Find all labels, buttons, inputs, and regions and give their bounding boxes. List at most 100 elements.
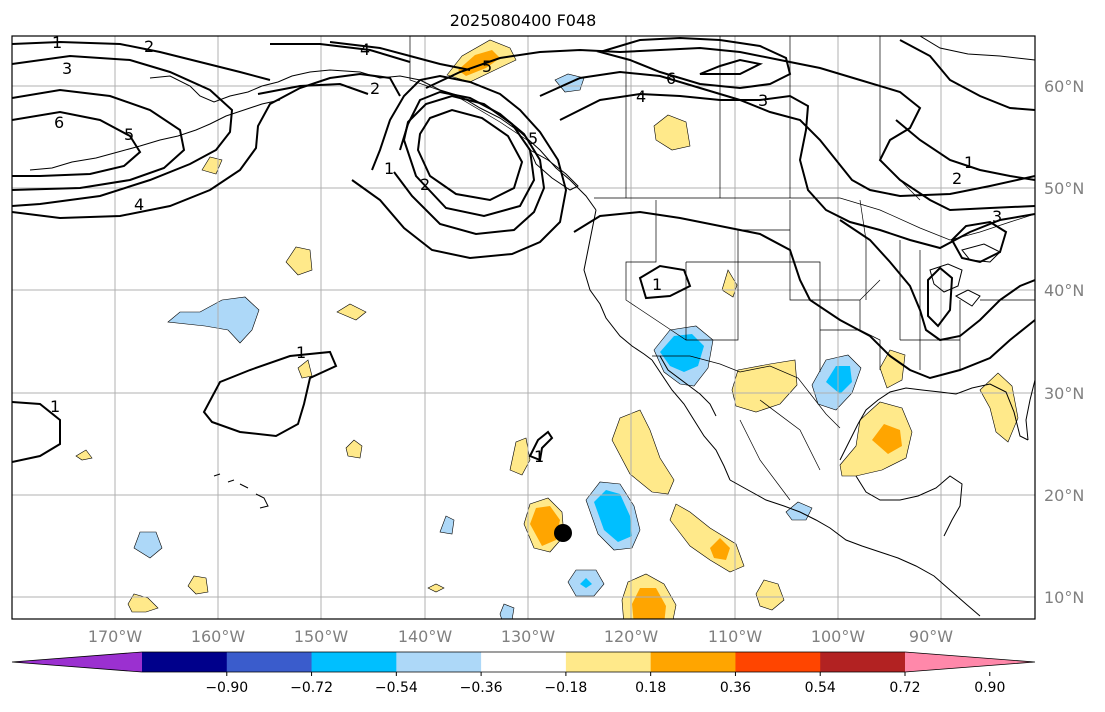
contour-label: 5 <box>124 125 134 144</box>
colorbar-segment <box>565 652 652 672</box>
contour-label: 2 <box>370 79 380 98</box>
lon-label: 90°W <box>909 627 953 646</box>
colorbar-segment <box>142 652 228 672</box>
contour-lines <box>12 36 1035 463</box>
hawaii <box>213 473 269 509</box>
shade-orange <box>710 538 730 560</box>
contour <box>12 72 401 220</box>
map-area: 1 2 3 4 5 6 5 4 1 2 5 2 6 4 3 1 2 3 1 1 … <box>12 36 1035 619</box>
colorbar-tick-label: −0.36 <box>460 680 503 696</box>
shade-lightblue <box>167 296 260 344</box>
colorbar-tick-label: −0.54 <box>375 680 418 696</box>
shade-lightblue <box>785 501 813 521</box>
shade-yellow <box>653 114 691 151</box>
contour <box>528 430 554 462</box>
yucatan-coast <box>855 475 963 537</box>
great-lakes <box>929 243 1001 307</box>
contour-label: 1 <box>384 159 394 178</box>
colorbar-tick-label: −0.90 <box>205 680 248 696</box>
figure-title: 2025080400 F048 <box>450 11 597 30</box>
contour <box>699 58 764 75</box>
contour-label: 3 <box>992 207 1002 226</box>
us-west-coast <box>583 209 653 361</box>
colorbar-tick-label: 0.36 <box>720 680 751 696</box>
lat-label: 20°N <box>1044 486 1084 505</box>
contour <box>425 46 1035 212</box>
colorbar-tick-label: −0.18 <box>544 680 587 696</box>
lon-label: 160°W <box>191 627 246 646</box>
mexico-pacific-coast <box>729 479 981 617</box>
shade-yellow <box>731 359 798 413</box>
colorbar-segment <box>735 652 821 672</box>
shade-yellow <box>201 156 223 175</box>
contour-label: 5 <box>482 57 492 76</box>
shade-yellow <box>427 583 445 593</box>
colorbar-segment <box>481 652 567 672</box>
lon-label: 110°W <box>708 627 763 646</box>
colorbar-tick-label: −0.72 <box>290 680 333 696</box>
contour <box>839 219 1035 342</box>
contour-label: 4 <box>360 40 370 59</box>
colorbar-segment <box>820 652 906 672</box>
contour <box>329 41 471 71</box>
shade-blue <box>826 366 852 394</box>
shade-orange <box>632 588 666 619</box>
shade-yellow <box>755 579 785 611</box>
us-mexico-border <box>652 355 841 429</box>
shade-orange <box>530 506 560 546</box>
lat-lon-grid <box>12 36 1035 619</box>
shade-orange <box>872 424 902 454</box>
contour-label: 2 <box>420 175 430 194</box>
shade-yellow <box>979 372 1019 443</box>
latitude-labels: 60°N 50°N 40°N 30°N 20°N 10°N <box>1044 77 1084 607</box>
colorbar-segment <box>311 652 397 672</box>
canada-province-lines <box>625 36 921 201</box>
longitude-labels: 170°W 160°W 150°W 140°W 130°W 120°W 110°… <box>88 627 953 646</box>
contour-label: 5 <box>528 129 538 148</box>
contour <box>12 54 234 207</box>
contour-label: 3 <box>62 59 72 78</box>
shade-yellow <box>285 246 313 276</box>
contour <box>950 220 1008 264</box>
contour-label: 1 <box>652 275 662 294</box>
east-coast <box>1025 379 1035 441</box>
shade-lightblue <box>439 515 455 535</box>
contour <box>12 40 271 81</box>
contour <box>402 94 536 218</box>
shade-blue <box>660 334 704 372</box>
shade-yellow <box>345 439 363 459</box>
baja-california <box>651 355 731 481</box>
colorbar-extend-high <box>905 652 1035 672</box>
lon-label: 120°W <box>604 627 659 646</box>
contour-label: 1 <box>296 343 306 362</box>
hudson-bay <box>919 36 1035 61</box>
contour <box>351 74 568 260</box>
shade-blue <box>594 490 632 542</box>
gulf-coast <box>839 383 1029 461</box>
storm-center-marker <box>554 524 572 542</box>
shade-yellow <box>127 593 159 613</box>
contour-label: 4 <box>636 87 646 106</box>
colorbar-segment <box>226 652 313 672</box>
contour <box>638 264 692 300</box>
contour <box>12 401 61 463</box>
contour <box>927 266 954 328</box>
contour <box>393 90 546 236</box>
contour-labels: 1 2 3 4 5 6 5 4 1 2 5 2 6 4 3 1 2 3 1 1 … <box>50 36 1002 466</box>
colorbar-tick-label: 0.90 <box>974 680 1005 696</box>
contour-label: 2 <box>952 169 962 188</box>
shade-yellow <box>336 303 367 321</box>
contour-label: 1 <box>534 447 544 466</box>
lat-label: 30°N <box>1044 384 1084 403</box>
shade-yellow <box>187 575 209 595</box>
contour-label: 4 <box>134 195 144 214</box>
colorbar-outline <box>11 651 1036 673</box>
colorbar-segment <box>650 652 736 672</box>
contour <box>416 108 524 202</box>
colorbar-tick-label: 0.18 <box>635 680 666 696</box>
lat-label: 60°N <box>1044 77 1084 96</box>
lon-label: 100°W <box>811 627 866 646</box>
mexico-state-lines <box>739 399 821 501</box>
contour <box>12 110 142 177</box>
